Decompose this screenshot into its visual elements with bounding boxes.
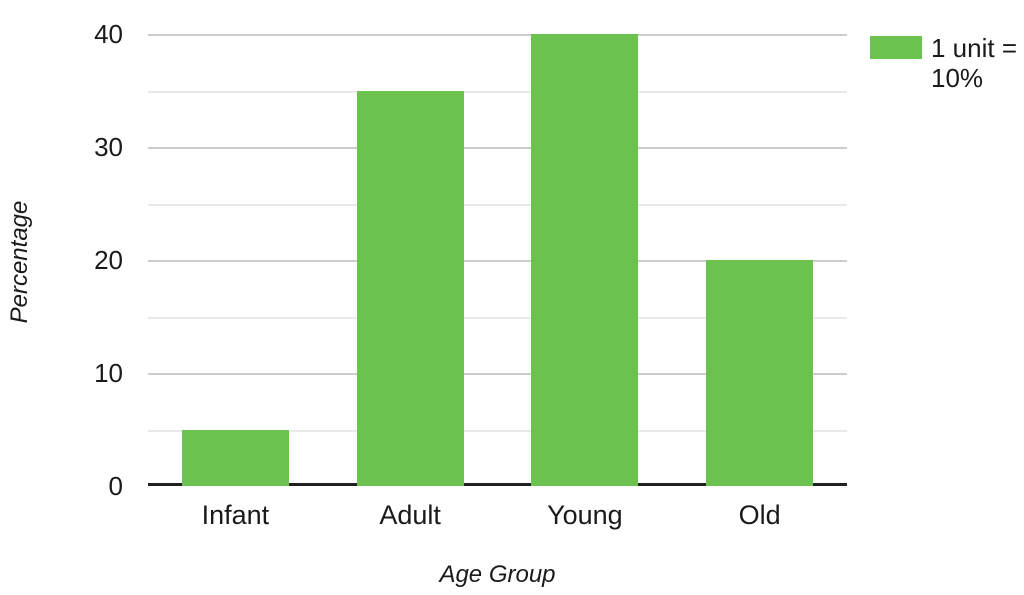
minor-gridline [148, 203, 847, 206]
x-tick-label: Infant [201, 500, 270, 530]
x-tick-label: Old [738, 500, 781, 530]
bar-young [531, 34, 639, 486]
bar-old [706, 260, 814, 486]
bar-adult [356, 90, 464, 486]
x-tick-label: Adult [379, 500, 441, 530]
major-gridline [148, 147, 847, 149]
legend: 1 unit = 10% [870, 33, 1024, 93]
x-axis-title: Age Group [439, 561, 556, 588]
legend-label: 1 unit = 10% [931, 33, 1018, 93]
y-tick-label: 10 [94, 358, 123, 388]
minor-gridline [148, 90, 847, 93]
major-gridline [148, 373, 847, 375]
bar-infant [181, 429, 289, 486]
y-tick-label: 30 [94, 132, 123, 162]
y-tick-label: 40 [94, 19, 123, 49]
plot-area [148, 34, 847, 486]
major-gridline [148, 260, 847, 262]
y-tick-label: 0 [108, 471, 123, 501]
y-tick-label: 20 [94, 245, 123, 275]
minor-gridline [148, 429, 847, 432]
minor-gridline [148, 316, 847, 319]
legend-swatch-icon [870, 36, 922, 59]
major-gridline [148, 34, 847, 36]
x-tick-label: Young [547, 500, 623, 530]
